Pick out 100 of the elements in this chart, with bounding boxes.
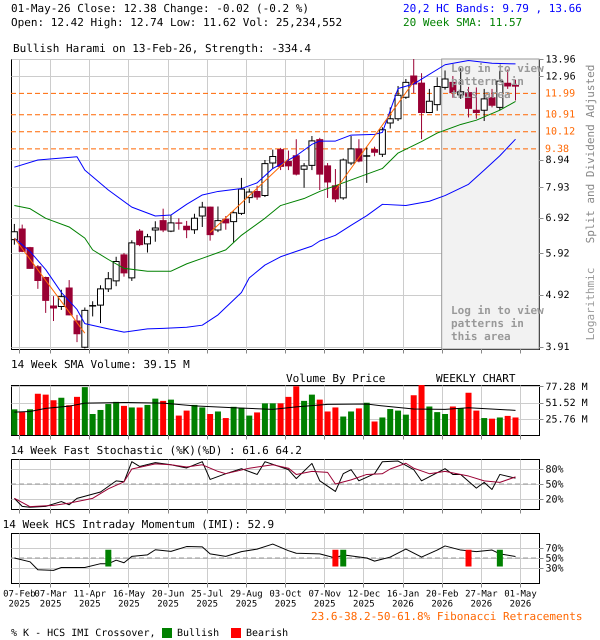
bar	[152, 398, 158, 435]
ref-line-label: 10.12	[545, 126, 576, 138]
bar	[395, 410, 402, 435]
candlestick	[74, 314, 80, 343]
candlestick	[254, 185, 261, 200]
bar	[27, 409, 34, 435]
chart-title: 14 Week SMA Volume: 39.15 M	[11, 358, 190, 371]
bar	[410, 395, 417, 435]
chart-title: 14 Week HCS Intraday Momentum (IMI): 52.9	[2, 518, 274, 531]
x-tick-label: 16-Jan 2026	[386, 590, 420, 610]
candlestick	[152, 220, 159, 242]
y-tick-label: 25.76 M	[546, 414, 588, 426]
x-tick-label: 20-Feb 2026	[426, 590, 458, 610]
x-tick-label: 07-Nov 2025	[308, 590, 341, 610]
candlestick	[190, 213, 198, 234]
ref-line-label: 10.91	[545, 110, 576, 121]
bar	[466, 392, 472, 435]
line-series	[14, 100, 516, 272]
bar	[58, 398, 64, 435]
y-tick-label: 70%	[546, 544, 564, 554]
bar	[66, 405, 72, 435]
x-tick-label: 27-Mar 2026	[465, 590, 498, 610]
bar	[458, 408, 464, 435]
line-series	[14, 402, 516, 413]
x-tick-label: 12-Dec 2025	[348, 590, 380, 610]
y-axis-title: Split and Dividend Adjusted	[584, 64, 597, 244]
bar	[74, 396, 80, 435]
candlestick	[371, 146, 378, 157]
x-tick-label: 07-Feb 2025	[3, 590, 36, 610]
bar	[19, 412, 26, 435]
bar	[120, 406, 127, 435]
bar	[496, 417, 503, 435]
bar	[11, 409, 18, 435]
bar	[222, 418, 229, 435]
bar	[144, 404, 150, 435]
text: WEEKLY CHART	[436, 372, 516, 385]
y-tick-label: 20%	[546, 494, 564, 506]
candlestick	[136, 228, 144, 247]
bar	[191, 404, 198, 435]
ref-line-label: 9.38	[545, 144, 570, 155]
bar	[473, 410, 480, 435]
candlestick	[175, 218, 182, 230]
legend-label: Bearish	[246, 628, 288, 639]
candlestick	[120, 252, 128, 278]
y-tick-label: 30%	[546, 564, 564, 574]
bar	[418, 385, 425, 435]
y-tick-label: 4.92	[546, 290, 570, 302]
bar	[308, 394, 315, 435]
x-tick-label: 20-Jun 2025	[152, 590, 184, 610]
text: Volume By Price	[286, 372, 386, 385]
bar	[372, 422, 378, 435]
x-tick-label: 25-Jul 2025	[191, 590, 224, 610]
bar	[340, 416, 346, 435]
chart-title: 01-May-26 Close: 12.38 Change: -0.02 (-0.2 %)	[11, 2, 310, 15]
bar	[97, 410, 104, 435]
y-tick-label: 50%	[546, 480, 564, 490]
bar	[356, 408, 362, 435]
y-tick-label: 12.96	[546, 71, 576, 82]
y-tick-label: 5.92	[546, 248, 570, 260]
bar	[262, 403, 268, 435]
candlestick	[198, 201, 206, 228]
text: 20 Week SMA: 11.57	[403, 16, 522, 29]
bar	[160, 400, 166, 435]
ref-line-label: 11.99	[545, 88, 576, 100]
bar	[50, 400, 57, 435]
candlestick	[222, 216, 230, 230]
bar	[168, 400, 174, 435]
bar	[285, 396, 292, 435]
bar	[364, 402, 370, 435]
bar	[316, 400, 323, 435]
text: 20,2 HC Bands: 9.79 , 13.66	[403, 2, 582, 15]
bar	[207, 414, 214, 435]
legend-title: % K - HCS IMI Crossover,	[11, 628, 156, 639]
bar	[512, 417, 519, 435]
bar	[278, 403, 284, 435]
y-tick-label: 3.91	[546, 342, 570, 354]
bar	[199, 407, 206, 435]
bar	[402, 414, 409, 435]
candlestick	[167, 214, 174, 233]
bar	[214, 411, 221, 435]
x-tick-label: 01-May 2026	[504, 590, 538, 610]
x-tick-label: 29-Aug 2025	[230, 590, 263, 610]
bar	[254, 412, 260, 435]
chart-subtitle: Open: 12.42 High: 12.74 Low: 11.62 Vol: 25,234,552	[11, 16, 342, 29]
bar	[348, 411, 354, 435]
candlestick	[332, 168, 339, 203]
candlestick	[50, 296, 58, 322]
y-tick-label: 77.28 M	[546, 382, 588, 393]
bar	[293, 386, 300, 435]
x-tick-label: 03-Oct 2025	[269, 590, 302, 610]
candlestick	[183, 220, 190, 239]
y-tick-label: 50%	[546, 554, 564, 564]
x-tick-label: 11-Apr 2025	[74, 590, 107, 610]
bar	[332, 407, 338, 435]
bar	[442, 414, 448, 435]
y-tick-label: 7.93	[546, 182, 570, 194]
y-tick-label: 8.94	[546, 155, 570, 166]
chart-title: 14 Week Fast Stochastic (%K)(%D) : 61.6 64.2	[10, 444, 302, 457]
x-tick-label: 16-May 2025	[112, 590, 146, 610]
bar	[136, 407, 143, 435]
